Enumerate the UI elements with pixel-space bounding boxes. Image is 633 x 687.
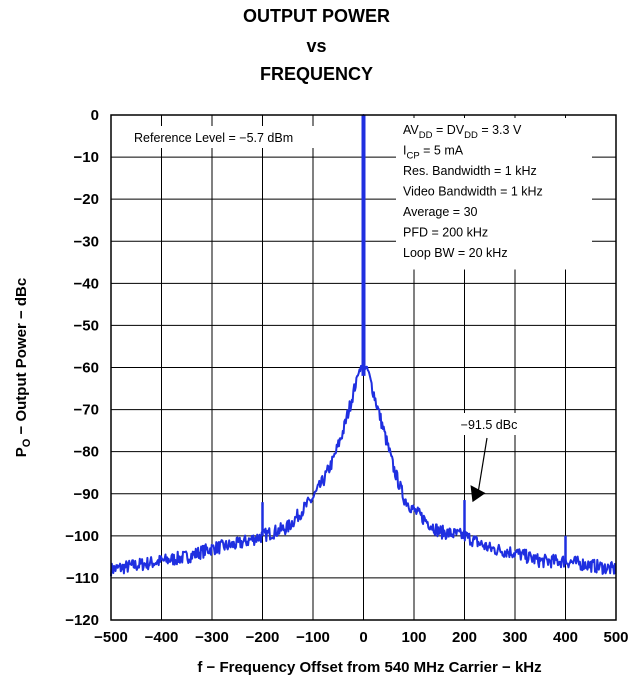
y-axis-label: PO − Output Power − dBc (13, 278, 33, 457)
y-tick-label: −60 (74, 360, 99, 377)
conditions-box (396, 118, 592, 270)
plot-frame (110, 114, 617, 621)
y-tick-label: −100 (65, 528, 99, 545)
condition-line-5: PFD = 200 kHz (403, 226, 488, 240)
condition-line-1: ICP = 5 mA (403, 144, 464, 162)
x-tick-label: 0 (359, 629, 367, 646)
y-tick-label: 0 (91, 107, 99, 124)
annotation-arrow-head (470, 485, 486, 503)
y-tick-label: −20 (74, 191, 99, 208)
y-tick-label: −90 (74, 486, 99, 503)
condition-line-0: AVDD = DVDD = 3.3 V (403, 123, 522, 141)
y-tick-label: −50 (74, 317, 99, 334)
chart-title-line-3: FREQUENCY (259, 64, 373, 84)
condition-line-6: Loop BW = 20 kHz (403, 246, 508, 260)
y-tick-label: −120 (65, 612, 99, 629)
y-tick-labels: 0 −10 −20 −30 −40 −50 −60 −70 −80 −90 −100 −110 −120 (65, 107, 99, 629)
annotation-label: −91.5 dBc (461, 418, 518, 432)
x-tick-label: −100 (296, 629, 330, 646)
chart-title-line-2: vs (306, 36, 327, 56)
x-tick-label: 100 (401, 629, 426, 646)
y-tick-label: −80 (74, 444, 99, 461)
x-tick-label: 200 (452, 629, 477, 646)
chart-labels: f − Frequency Offset from 540 MHz Carrie… (13, 118, 592, 676)
condition-line-2: Res. Bandwidth = 1 kHz (403, 164, 537, 178)
y-tick-label: −70 (74, 402, 99, 419)
plot-series (110, 114, 617, 577)
x-axis-label: f − Frequency Offset from 540 MHz Carrie… (197, 659, 541, 676)
x-tick-label: −200 (246, 629, 280, 646)
y-tick-label: −40 (74, 275, 99, 292)
x-tick-label: −500 (94, 629, 128, 646)
condition-line-4: Average = 30 (403, 205, 478, 219)
reference-level-label: Reference Level = −5.7 dBm (134, 131, 293, 145)
x-tick-label: 300 (502, 629, 527, 646)
annotation-arrow-line (477, 437, 488, 491)
chart-title-line-1: OUTPUT POWER (243, 6, 390, 26)
y-tick-label: −30 (74, 233, 99, 250)
reference-level-box (128, 126, 344, 148)
y-tick-label: −10 (74, 149, 99, 166)
x-tick-label: −300 (195, 629, 229, 646)
x-tick-label: 400 (553, 629, 578, 646)
x-tick-label: −400 (145, 629, 179, 646)
x-tick-labels: −500 −400 −300 −200 −100 0 100 200 300 400 500 (94, 629, 628, 646)
annotation-box (448, 413, 530, 435)
x-tick-label: 500 (603, 629, 628, 646)
y-tick-label: −110 (66, 570, 99, 587)
condition-line-3: Video Bandwidth = 1 kHz (403, 185, 543, 199)
